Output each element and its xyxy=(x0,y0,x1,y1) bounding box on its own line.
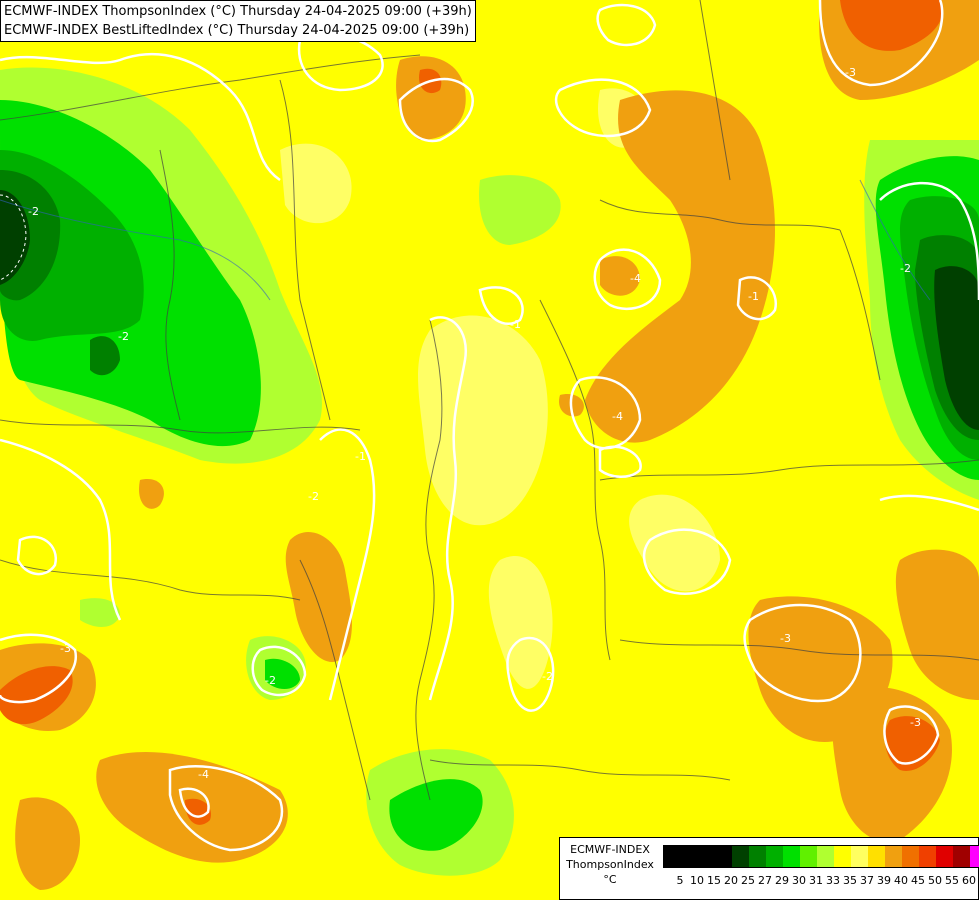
legend-tick-label: 50 xyxy=(928,874,942,887)
legend-swatch xyxy=(766,846,783,867)
legend-swatch xyxy=(749,846,766,867)
title-line-thompson: ECMWF-INDEX ThompsonIndex (°C) Thursday … xyxy=(4,4,472,19)
legend-swatch xyxy=(715,846,732,867)
map-title-box: ECMWF-INDEX ThompsonIndex (°C) Thursday … xyxy=(0,0,476,42)
legend-tick-label: 20 xyxy=(724,874,738,887)
legend-tick-label: 37 xyxy=(860,874,874,887)
legend-tick-label: 35 xyxy=(843,874,857,887)
legend-variable: ThompsonIndex xyxy=(566,858,654,871)
legend-swatch xyxy=(902,846,919,867)
legend-tick-label: 15 xyxy=(707,874,721,887)
legend-tick-label: 39 xyxy=(877,874,891,887)
legend-tick-label: 40 xyxy=(894,874,908,887)
legend-tick-label: 29 xyxy=(775,874,789,887)
contour-label: -2 xyxy=(900,262,911,275)
contour-label: -3 xyxy=(60,642,71,655)
legend-tick-label: 55 xyxy=(945,874,959,887)
legend-swatch xyxy=(681,846,698,867)
contour-label: -1 xyxy=(748,290,759,303)
legend-swatch xyxy=(851,846,868,867)
legend-swatch xyxy=(936,846,953,867)
contour-label: -1 xyxy=(510,318,521,331)
legend-swatch xyxy=(885,846,902,867)
legend-swatch xyxy=(698,846,715,867)
contour-label: -2 xyxy=(308,490,319,503)
legend-swatch xyxy=(868,846,885,867)
contour-label: -2 xyxy=(542,670,553,683)
legend-swatch xyxy=(834,846,851,867)
contour-label: -4 xyxy=(612,410,623,423)
legend-tick-label: 10 xyxy=(690,874,704,887)
contour-label: -3 xyxy=(910,716,921,729)
legend-tick-label: 5 xyxy=(676,874,684,887)
legend-swatch xyxy=(817,846,834,867)
contour-label: -3 xyxy=(845,66,856,79)
legend-swatch xyxy=(783,846,800,867)
legend-tick-label: 45 xyxy=(911,874,925,887)
legend-swatch xyxy=(970,846,979,867)
legend-tick-label: 33 xyxy=(826,874,840,887)
title-line-bestlifted: ECMWF-INDEX BestLiftedIndex (°C) Thursda… xyxy=(4,23,470,38)
contour-label-group: -2 -2 -1 -1 -2 -2 -3 -3 -4 -3 -4 -3 -4 -… xyxy=(28,66,921,781)
legend-tick-label: 27 xyxy=(758,874,772,887)
legend-swatch xyxy=(919,846,936,867)
contour-label: -1 xyxy=(355,450,366,463)
contour-label: -4 xyxy=(630,272,641,285)
color-legend: ECMWF-INDEX ThompsonIndex °C 5 10 15 20 25 27… xyxy=(559,837,979,900)
contour-label: -2 xyxy=(265,674,276,687)
legend-swatch xyxy=(800,846,817,867)
contour-label: -4 xyxy=(198,768,209,781)
legend-model: ECMWF-INDEX xyxy=(570,843,650,856)
contour-label: -3 xyxy=(780,632,791,645)
legend-swatch xyxy=(664,846,681,867)
legend-unit: °C xyxy=(603,873,617,886)
legend-swatch xyxy=(732,846,749,867)
contour-label: -2 xyxy=(28,205,39,218)
legend-swatches xyxy=(663,845,979,868)
legend-title: ECMWF-INDEX ThompsonIndex °C xyxy=(560,842,660,887)
legend-tick-label: 25 xyxy=(741,874,755,887)
legend-tick-label: 31 xyxy=(809,874,823,887)
contour-label: -2 xyxy=(118,330,129,343)
legend-tick-label: 30 xyxy=(792,874,806,887)
legend-tick-label: 60 xyxy=(962,874,976,887)
legend-swatch xyxy=(953,846,970,867)
